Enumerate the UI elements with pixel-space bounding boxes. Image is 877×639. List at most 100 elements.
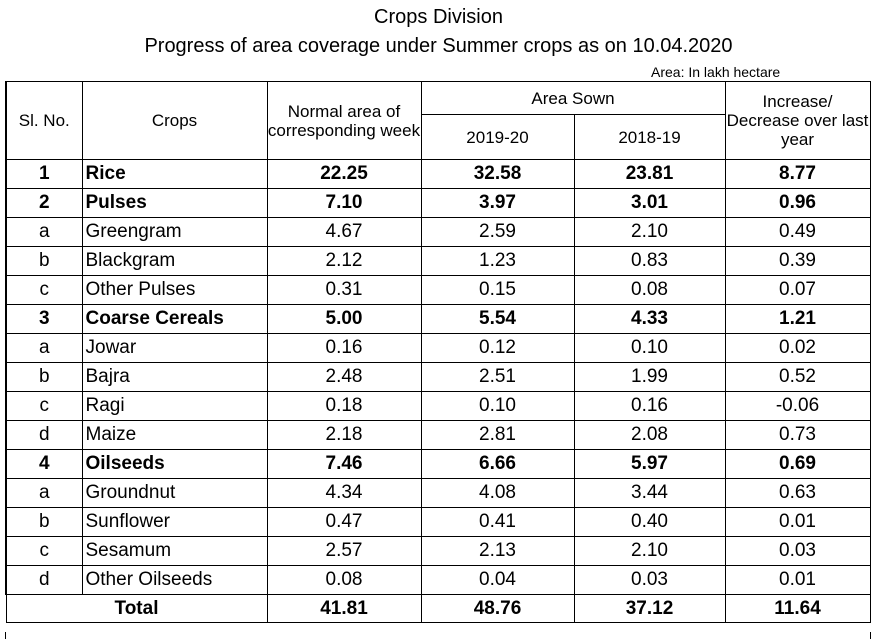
total-label: Total	[5, 594, 268, 623]
crop-name-cell: Bajra	[81, 362, 268, 392]
area-2018-19-cell: 2.10	[573, 217, 726, 247]
area-2019-20-cell: 1.23	[420, 246, 575, 276]
sl-no-cell: a	[5, 333, 83, 363]
crop-name-cell: Other Oilseeds	[81, 565, 268, 595]
change-cell: -0.06	[724, 391, 871, 421]
change-cell: 0.52	[724, 362, 871, 392]
table-row: 2 Pulses 7.10 3.97 3.01 0.96	[5, 188, 871, 218]
table-row: b Sunflower 0.47 0.41 0.40 0.01	[5, 507, 871, 537]
header-2019-20: 2019-20	[420, 114, 575, 160]
normal-area-cell: 2.12	[266, 246, 422, 276]
table-row: c Other Pulses 0.31 0.15 0.08 0.07	[5, 275, 871, 305]
header-2018-19: 2018-19	[573, 114, 726, 160]
area-2019-20-cell: 5.54	[420, 304, 575, 334]
sl-no-cell: 3	[5, 304, 83, 334]
header-normal-area: Normal area of corresponding week	[266, 81, 422, 160]
change-cell: 8.77	[724, 159, 871, 189]
area-2019-20-cell: 4.08	[420, 478, 575, 508]
change-cell: 0.96	[724, 188, 871, 218]
crop-name-cell: Oilseeds	[81, 449, 268, 479]
area-2019-20-cell: 3.97	[420, 188, 575, 218]
table-row: b Blackgram 2.12 1.23 0.83 0.39	[5, 246, 871, 276]
table-row: a Jowar 0.16 0.12 0.10 0.02	[5, 333, 871, 363]
crop-name-cell: Rice	[81, 159, 268, 189]
area-2019-20-cell: 6.66	[420, 449, 575, 479]
normal-area-cell: 4.34	[266, 478, 422, 508]
area-2018-19-cell: 0.83	[573, 246, 726, 276]
sl-no-cell: c	[5, 536, 83, 566]
area-2018-19-cell: 0.08	[573, 275, 726, 305]
sl-no-cell: c	[5, 391, 83, 421]
document-title: Crops Division	[374, 6, 503, 28]
normal-area-cell: 0.47	[266, 507, 422, 537]
table-row: c Ragi 0.18 0.10 0.16 -0.06	[5, 391, 871, 421]
change-cell: 0.01	[724, 507, 871, 537]
normal-area-cell: 0.31	[266, 275, 422, 305]
table-row: 1 Rice 22.25 32.58 23.81 8.77	[5, 159, 871, 189]
normal-area-cell: 22.25	[266, 159, 422, 189]
sl-no-cell: 4	[5, 449, 83, 479]
change-cell: 0.03	[724, 536, 871, 566]
area-2019-20-cell: 0.41	[420, 507, 575, 537]
normal-area-cell: 0.16	[266, 333, 422, 363]
sl-no-cell: a	[5, 217, 83, 247]
area-2018-19-cell: 0.03	[573, 565, 726, 595]
normal-area-cell: 0.08	[266, 565, 422, 595]
crop-name-cell: Coarse Cereals	[81, 304, 268, 334]
normal-area-cell: 0.18	[266, 391, 422, 421]
header-crops: Crops	[81, 81, 268, 160]
area-2019-20-cell: 0.15	[420, 275, 575, 305]
header-change: Increase/ Decrease over last year	[724, 81, 871, 160]
normal-area-cell: 2.18	[266, 420, 422, 450]
table-row: a Groundnut 4.34 4.08 3.44 0.63	[5, 478, 871, 508]
sl-no-cell: d	[5, 565, 83, 595]
crop-coverage-table: Sl. No. Crops Normal area of correspondi…	[5, 81, 871, 623]
table-row: a Greengram 4.67 2.59 2.10 0.49	[5, 217, 871, 247]
header-slno: Sl. No.	[5, 81, 83, 160]
area-2018-19-cell: 23.81	[573, 159, 726, 189]
area-2018-19-cell: 5.97	[573, 449, 726, 479]
change-cell: 0.73	[724, 420, 871, 450]
crop-name-cell: Sunflower	[81, 507, 268, 537]
area-2018-19-cell: 4.33	[573, 304, 726, 334]
area-2018-19-cell: 3.01	[573, 188, 726, 218]
table-row: 3 Coarse Cereals 5.00 5.54 4.33 1.21	[5, 304, 871, 334]
sl-no-cell: a	[5, 478, 83, 508]
area-2018-19-cell: 0.40	[573, 507, 726, 537]
table-row: d Other Oilseeds 0.08 0.04 0.03 0.01	[5, 565, 871, 595]
sl-no-cell: 2	[5, 188, 83, 218]
normal-area-cell: 2.57	[266, 536, 422, 566]
area-2018-19-cell: 2.10	[573, 536, 726, 566]
area-2019-20-cell: 0.04	[420, 565, 575, 595]
crop-name-cell: Ragi	[81, 391, 268, 421]
crop-name-cell: Other Pulses	[81, 275, 268, 305]
normal-area-cell: 7.46	[266, 449, 422, 479]
area-2018-19-cell: 0.16	[573, 391, 726, 421]
change-cell: 0.63	[724, 478, 871, 508]
area-2019-20-cell: 2.59	[420, 217, 575, 247]
change-cell: 0.69	[724, 449, 871, 479]
area-2019-20-cell: 2.13	[420, 536, 575, 566]
sl-no-cell: d	[5, 420, 83, 450]
change-cell: 0.49	[724, 217, 871, 247]
area-2019-20-cell: 0.12	[420, 333, 575, 363]
change-cell: 0.07	[724, 275, 871, 305]
sl-no-cell: 1	[5, 159, 83, 189]
total-2019-20: 48.76	[420, 594, 575, 623]
total-row: Total 41.81 48.76 37.12 11.64	[5, 594, 871, 623]
crop-name-cell: Sesamum	[81, 536, 268, 566]
crop-name-cell: Jowar	[81, 333, 268, 363]
sl-no-cell: b	[5, 362, 83, 392]
crop-name-cell: Pulses	[81, 188, 268, 218]
sl-no-cell: b	[5, 507, 83, 537]
change-cell: 0.39	[724, 246, 871, 276]
area-2019-20-cell: 0.10	[420, 391, 575, 421]
normal-area-cell: 2.48	[266, 362, 422, 392]
table-row: b Bajra 2.48 2.51 1.99 0.52	[5, 362, 871, 392]
area-2018-19-cell: 0.10	[573, 333, 726, 363]
table-body: 1 Rice 22.25 32.58 23.81 8.77 2 Pulses 7.10 3.97 3…	[5, 159, 871, 595]
crop-name-cell: Maize	[81, 420, 268, 450]
crop-name-cell: Groundnut	[81, 478, 268, 508]
header-area-sown: Area Sown	[420, 81, 726, 115]
crop-name-cell: Blackgram	[81, 246, 268, 276]
